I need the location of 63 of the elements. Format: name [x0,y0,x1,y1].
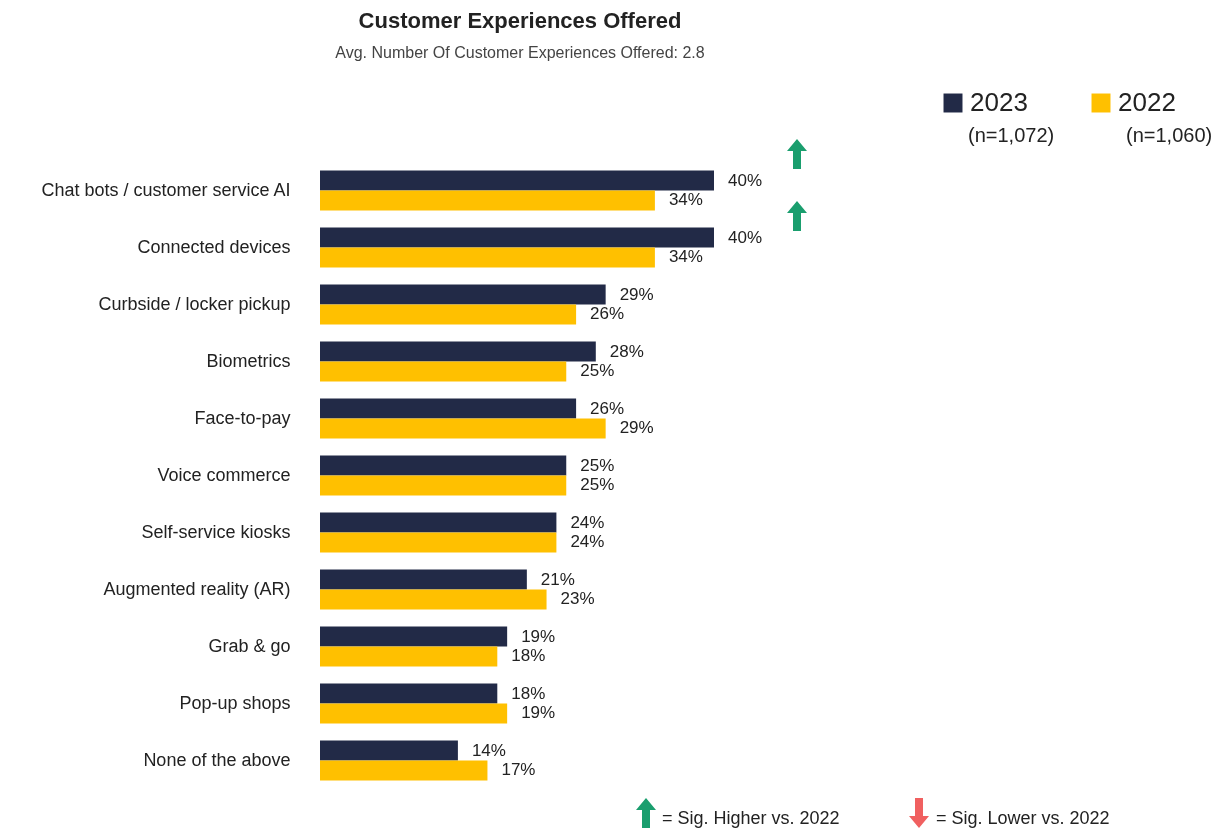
bar [320,532,557,553]
data-label: 18% [511,683,546,703]
text: = Sig. Higher vs. 2022 [662,808,840,829]
data-label: 25% [580,361,615,381]
bar [320,341,596,362]
bar [320,569,527,590]
data-label: 34% [668,247,703,267]
y-tick-label: Self-service kiosks [141,521,291,542]
data-label: 18% [511,646,546,666]
bar [320,190,655,211]
y-tick-label: Pop-up shops [179,692,291,713]
y-tick-label: Curbside / locker pickup [98,293,291,314]
bar [320,683,498,704]
bar [320,247,655,268]
legend-label: 2023 [970,87,1028,117]
data-label: 40% [728,227,763,247]
y-tick-label: Connected devices [137,236,291,257]
bar [320,170,714,191]
bar [320,455,567,476]
data-label: 34% [668,190,703,210]
data-label: 24% [570,512,605,532]
data-label: 26% [590,398,625,418]
y-tick-label: Grab & go [208,635,291,656]
data-label: 26% [590,304,625,324]
data-label: 28% [609,341,644,361]
y-tick-label: Chat bots / customer service AI [41,179,291,200]
data-label: 19% [521,703,556,723]
bar [320,475,567,496]
bar [320,398,577,419]
data-label: 14% [471,740,506,760]
data-label: 40% [728,170,763,190]
chart-subtitle: Avg. Number Of Customer Experiences Offered: 2.8 [335,44,705,61]
bar [320,760,488,781]
bar [320,589,547,610]
bar [320,361,567,382]
bar [320,740,458,761]
data-label: 17% [501,760,536,780]
bar [320,646,498,667]
bar [320,626,508,647]
bar [320,227,714,248]
bar [320,418,606,439]
y-tick-label: None of the above [143,749,291,770]
y-tick-label: Augmented reality (AR) [103,578,291,599]
legend-label: 2022 [1118,87,1176,117]
text: = Sig. Lower vs. 2022 [936,808,1110,829]
data-label: 24% [570,532,605,552]
text: (n=1,072) [968,124,1055,147]
y-tick-label: Biometrics [206,350,291,371]
y-tick-label: Face-to-pay [194,407,291,428]
data-label: 19% [521,626,556,646]
chart-title: Customer Experiences Offered [358,8,682,33]
bar [320,304,577,325]
data-label: 25% [580,455,615,475]
bar [320,703,508,724]
data-label: 23% [560,589,595,609]
data-label: 29% [619,284,654,304]
bar [320,512,557,533]
y-tick-label: Voice commerce [157,464,291,485]
data-label: 25% [580,475,615,495]
bar [320,284,606,305]
data-label: 29% [619,418,654,438]
text: (n=1,060) [1126,124,1213,147]
data-label: 21% [540,569,575,589]
